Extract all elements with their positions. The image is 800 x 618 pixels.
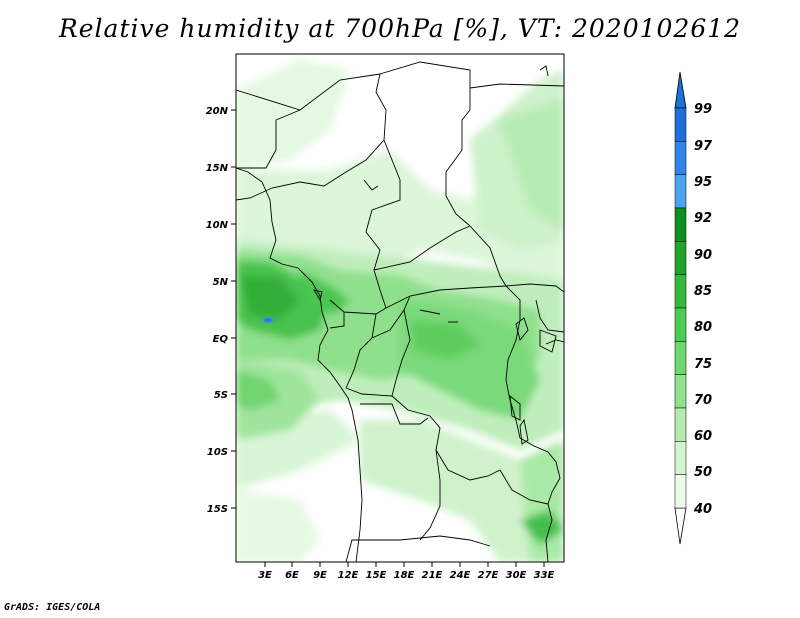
colorbar-label: 85 (694, 284, 712, 299)
colorbar-label: 60 (694, 429, 712, 444)
lon-tick-label: 30E (506, 570, 527, 581)
humidity-field (236, 54, 564, 562)
lat-tick-label: 5N (213, 277, 229, 288)
colorbar-label: 90 (694, 248, 712, 263)
lat-tick-label: 15S (207, 504, 228, 515)
colorbar-segment (674, 241, 687, 275)
country-borders (236, 61, 564, 562)
colorbar-segment (674, 341, 687, 375)
colorbar-label: 75 (694, 357, 712, 372)
colorbar-bottom-arrow (674, 507, 687, 545)
lon-tick-label: 3E (258, 570, 272, 581)
lon-tick-label: 24E (450, 570, 471, 581)
credit-text: GrADS: IGES/COLA (4, 602, 101, 613)
lon-tick-label: 9E (313, 570, 327, 581)
colorbar-label: 99 (694, 102, 712, 117)
lat-tick-label: 10N (206, 220, 229, 231)
colorbar-label: 92 (694, 211, 712, 226)
lon-tick-label: 27E (478, 570, 499, 581)
lat-tick-label: 5S (214, 390, 228, 401)
lat-tick-label: 15N (206, 163, 229, 174)
colorbar-label: 70 (694, 393, 712, 408)
lon-axis: 3E 6E 9E 12E 15E 18E 21E 24E 27E 30E 33E (258, 562, 555, 581)
colorbar-segment (674, 407, 687, 442)
colorbar-segment (674, 441, 687, 475)
map-frame (235, 53, 565, 563)
lat-tick-label: EQ (213, 334, 229, 345)
colorbar-label: 95 (694, 175, 712, 190)
lat-tick-label: 10S (207, 447, 228, 458)
lon-tick-label: 33E (534, 570, 555, 581)
colorbar-segment (674, 141, 687, 175)
colorbar-label: 97 (694, 139, 713, 154)
colorbar-segment (674, 174, 687, 209)
chart-title: Relative humidity at 700hPa [%], VT: 202… (58, 14, 742, 43)
colorbar: 99 97 95 92 90 85 80 75 70 60 50 40 (674, 71, 713, 545)
colorbar-label: 50 (694, 465, 712, 480)
lat-axis: 20N 15N 10N 5N EQ 5S 10S 15S (206, 106, 236, 515)
colorbar-top-arrow (674, 71, 687, 109)
lon-tick-label: 21E (422, 570, 443, 581)
lon-tick-label: 18E (394, 570, 415, 581)
lon-tick-label: 6E (285, 570, 299, 581)
lat-tick-label: 20N (206, 106, 229, 117)
lon-tick-label: 12E (338, 570, 359, 581)
colorbar-segment (674, 307, 687, 342)
colorbar-segment (674, 474, 687, 509)
colorbar-segment (674, 207, 687, 242)
colorbar-label: 40 (693, 502, 712, 517)
colorbar-segment (674, 107, 687, 142)
colorbar-segment (674, 274, 687, 309)
colorbar-label: 80 (694, 320, 712, 335)
colorbar-segment (674, 374, 687, 409)
lon-tick-label: 15E (366, 570, 387, 581)
colorbar-segments (674, 107, 687, 509)
